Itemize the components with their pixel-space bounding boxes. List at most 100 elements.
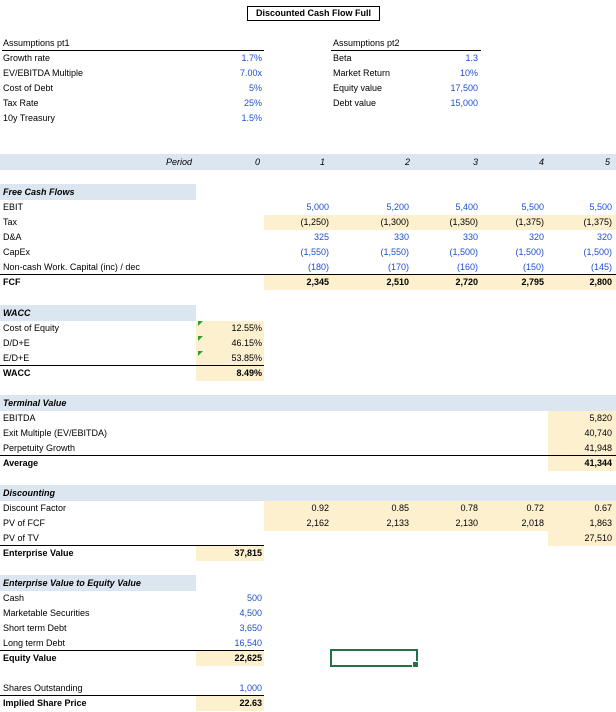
fcf-cell[interactable]: (1,300) xyxy=(380,217,409,227)
fcf-cell[interactable]: (1,500) xyxy=(515,247,544,257)
discounting-header[interactable]: Discounting xyxy=(3,488,55,498)
fcf-cell[interactable]: 330 xyxy=(393,232,409,242)
ev-equity-cell[interactable]: 3,650 xyxy=(239,623,262,633)
fcf-total-cell[interactable]: 2,795 xyxy=(521,277,544,287)
wacc-cell[interactable]: 46.15% xyxy=(231,338,262,348)
ev-equity-row-label[interactable]: Cash xyxy=(3,593,25,603)
shares-label[interactable]: Shares Outstanding xyxy=(3,683,83,693)
fcf-total-cell[interactable]: 2,800 xyxy=(589,277,612,287)
pv-fcf-cell[interactable]: 2,162 xyxy=(306,518,329,528)
fcf-cell[interactable]: 320 xyxy=(596,232,612,242)
assumption-value[interactable]: 1.7% xyxy=(241,53,262,63)
fcf-cell[interactable]: (1,375) xyxy=(515,217,544,227)
ev-cell[interactable]: 37,815 xyxy=(234,548,262,558)
discount-factor-cell[interactable]: 0.92 xyxy=(311,503,329,513)
fcf-cell[interactable]: (1,500) xyxy=(449,247,478,257)
assumption-label[interactable]: Cost of Debt xyxy=(3,83,54,93)
fcf-total-cell[interactable]: 2,345 xyxy=(306,277,329,287)
fcf-row-label[interactable]: EBIT xyxy=(3,202,24,212)
assumption-label[interactable]: Growth rate xyxy=(3,53,51,63)
terminal-total-cell[interactable]: 41,344 xyxy=(584,458,612,468)
fcf-cell[interactable]: (1,350) xyxy=(449,217,478,227)
price-label[interactable]: Implied Share Price xyxy=(3,698,87,708)
wacc-row-label[interactable]: D/D+E xyxy=(3,338,30,348)
assumption-value[interactable]: 7.00x xyxy=(239,68,262,78)
pv-fcf-cell[interactable]: 2,130 xyxy=(455,518,478,528)
assumption-label[interactable]: EV/EBITDA Multiple xyxy=(3,68,84,78)
sheet-title[interactable]: Discounted Cash Flow Full xyxy=(247,6,380,21)
fcf-cell[interactable]: (1,500) xyxy=(583,247,612,257)
ev-equity-cell[interactable]: 16,540 xyxy=(234,638,262,648)
fcf-cell[interactable]: 330 xyxy=(462,232,478,242)
wacc-total-label[interactable]: WACC xyxy=(3,368,31,378)
wacc-header[interactable]: WACC xyxy=(3,308,31,318)
period-cell[interactable]: 0 xyxy=(254,157,260,167)
pv-tv-cell[interactable]: 27,510 xyxy=(584,533,612,543)
assumption-value[interactable]: 10% xyxy=(459,68,478,78)
wacc-row-label[interactable]: Cost of Equity xyxy=(3,323,60,333)
ev-label[interactable]: Enterprise Value xyxy=(3,548,74,558)
fcf-cell[interactable]: (1,550) xyxy=(300,247,329,257)
assumptions1-header[interactable]: Assumptions pt1 xyxy=(3,38,70,48)
fcf-header[interactable]: Free Cash Flows xyxy=(3,187,75,197)
terminal-row-label[interactable]: EBITDA xyxy=(3,413,36,423)
terminal-row-label[interactable]: Perpetuity Growth xyxy=(3,443,76,453)
terminal-row-label[interactable]: Exit Multiple (EV/EBITDA) xyxy=(3,428,108,438)
period-label[interactable]: Period xyxy=(165,157,192,167)
fcf-cell[interactable]: 5,400 xyxy=(455,202,478,212)
period-cell[interactable]: 2 xyxy=(404,157,410,167)
pv-fcf-cell[interactable]: 2,133 xyxy=(386,518,409,528)
period-cell[interactable]: 1 xyxy=(319,157,325,167)
terminal-cell[interactable]: 5,820 xyxy=(589,413,612,423)
pv-fcf-label[interactable]: PV of FCF xyxy=(3,518,46,528)
discount-factor-label[interactable]: Discount Factor xyxy=(3,503,67,513)
wacc-row-label[interactable]: E/D+E xyxy=(3,353,30,363)
wacc-total-cell[interactable]: 8.49% xyxy=(236,368,262,378)
assumption-label[interactable]: Tax Rate xyxy=(3,98,39,108)
shares-cell[interactable]: 1,000 xyxy=(239,683,262,693)
discount-factor-cell[interactable]: 0.72 xyxy=(526,503,544,513)
assumption-label[interactable]: Market Return xyxy=(333,68,391,78)
terminal-total-label[interactable]: Average xyxy=(3,458,39,468)
fcf-cell[interactable]: 5,000 xyxy=(306,202,329,212)
period-cell[interactable]: 3 xyxy=(472,157,478,167)
discount-factor-cell[interactable]: 0.67 xyxy=(594,503,612,513)
selected-cell[interactable] xyxy=(330,649,418,667)
assumption-value[interactable]: 15,000 xyxy=(450,98,478,108)
fcf-row-label[interactable]: CapEx xyxy=(3,247,31,257)
fcf-cell[interactable]: (150) xyxy=(522,262,544,272)
ev-equity-row-label[interactable]: Short term Debt xyxy=(3,623,67,633)
discount-factor-cell[interactable]: 0.78 xyxy=(460,503,478,513)
fill-handle[interactable] xyxy=(412,661,419,668)
fcf-cell[interactable]: 320 xyxy=(528,232,544,242)
fcf-cell[interactable]: (145) xyxy=(590,262,612,272)
fcf-total-cell[interactable]: 2,510 xyxy=(386,277,409,287)
fcf-total-label[interactable]: FCF xyxy=(3,277,21,287)
fcf-cell[interactable]: (170) xyxy=(387,262,409,272)
period-cell[interactable]: 5 xyxy=(604,157,610,167)
fcf-cell[interactable]: 5,200 xyxy=(386,202,409,212)
assumption-value[interactable]: 25% xyxy=(243,98,262,108)
assumption-value[interactable]: 1.5% xyxy=(241,113,262,123)
fcf-cell[interactable]: (160) xyxy=(456,262,478,272)
fcf-cell[interactable]: (1,375) xyxy=(583,217,612,227)
fcf-cell[interactable]: 5,500 xyxy=(589,202,612,212)
wacc-cell[interactable]: 12.55% xyxy=(231,323,262,333)
assumption-value[interactable]: 5% xyxy=(248,83,262,93)
pv-fcf-cell[interactable]: 1,863 xyxy=(589,518,612,528)
discount-factor-cell[interactable]: 0.85 xyxy=(391,503,409,513)
pv-tv-label[interactable]: PV of TV xyxy=(3,533,39,543)
assumption-value[interactable]: 17,500 xyxy=(450,83,478,93)
ev-equity-row-label[interactable]: Marketable Securities xyxy=(3,608,90,618)
fcf-cell[interactable]: (1,250) xyxy=(300,217,329,227)
equity-total-cell[interactable]: 22,625 xyxy=(234,653,262,663)
assumption-label[interactable]: 10y Treasury xyxy=(3,113,56,123)
fcf-total-cell[interactable]: 2,720 xyxy=(455,277,478,287)
assumptions2-header[interactable]: Assumptions pt2 xyxy=(333,38,400,48)
assumption-value[interactable]: 1.3 xyxy=(465,53,478,63)
terminal-cell[interactable]: 41,948 xyxy=(584,443,612,453)
fcf-cell[interactable]: (180) xyxy=(307,262,329,272)
assumption-label[interactable]: Equity value xyxy=(333,83,383,93)
ev-equity-header[interactable]: Enterprise Value to Equity Value xyxy=(3,578,141,588)
fcf-cell[interactable]: 325 xyxy=(313,232,329,242)
